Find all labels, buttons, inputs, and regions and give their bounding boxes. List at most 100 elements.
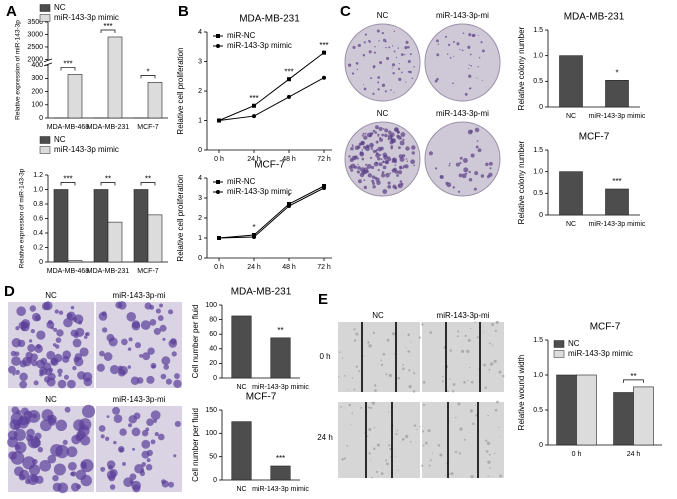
axis-break <box>44 60 52 65</box>
texture <box>343 375 346 377</box>
bar <box>559 55 583 108</box>
texture <box>459 161 462 165</box>
texture <box>350 146 354 151</box>
texture <box>109 484 116 490</box>
texture <box>458 452 462 455</box>
y-tick-label: 400 <box>31 62 43 69</box>
texture <box>387 130 392 135</box>
texture <box>67 461 77 471</box>
texture <box>139 470 146 477</box>
texture <box>338 376 340 378</box>
wound-image <box>338 402 420 478</box>
y-tick-label: 2 <box>198 215 202 222</box>
significance-bracket <box>623 379 644 383</box>
texture <box>360 140 365 146</box>
texture <box>459 48 461 51</box>
texture <box>452 82 454 85</box>
texture <box>161 479 166 485</box>
y-tick-label: 300 <box>31 75 43 82</box>
texture <box>361 134 364 137</box>
y-tick-label: 1.5 <box>533 337 543 344</box>
texture <box>407 333 411 337</box>
y-tick-label: 0 <box>539 442 543 449</box>
texture <box>141 462 147 467</box>
texture <box>127 423 133 428</box>
texture <box>368 134 372 138</box>
legend-label: miR-143-3p mimic <box>54 13 119 22</box>
texture <box>387 185 392 189</box>
texture <box>25 418 31 424</box>
texture <box>452 390 455 393</box>
legend-swatch <box>553 340 565 348</box>
texture <box>64 406 71 413</box>
texture <box>99 350 105 357</box>
texture <box>435 39 439 43</box>
texture <box>136 377 144 384</box>
texture <box>147 347 155 355</box>
texture <box>126 312 137 322</box>
texture <box>342 357 344 359</box>
texture <box>470 475 474 479</box>
texture <box>19 372 28 382</box>
texture <box>384 90 387 93</box>
x-tick-label: miR-143-3p mimic <box>589 221 646 228</box>
texture <box>57 482 69 494</box>
texture <box>372 92 375 96</box>
texture <box>19 380 28 389</box>
texture <box>356 170 361 174</box>
texture <box>364 33 367 36</box>
texture <box>55 419 68 432</box>
y-tick-label: 1.2 <box>33 172 43 179</box>
texture <box>362 54 366 57</box>
y-axis-label: Relative expression of miR-143-3p <box>15 20 22 120</box>
texture <box>134 342 142 349</box>
legend-swatch <box>553 350 565 358</box>
texture <box>351 412 354 414</box>
texture <box>57 379 67 389</box>
y-tick-label: 2000 <box>27 56 43 63</box>
texture <box>103 352 113 361</box>
texture <box>480 41 483 44</box>
texture <box>355 332 359 336</box>
y-tick-label: 1.5 <box>533 147 543 154</box>
dish-image <box>424 23 501 102</box>
texture <box>398 77 402 81</box>
legend-label: miR-143-3p mimic <box>227 187 292 196</box>
texture <box>382 38 386 42</box>
texture <box>465 172 468 175</box>
y-tick-label: 0 <box>539 212 543 219</box>
texture <box>387 138 390 141</box>
y-tick-label: 100 <box>31 102 43 109</box>
texture <box>372 129 376 133</box>
texture <box>363 355 365 357</box>
texture <box>368 39 370 42</box>
texture <box>461 349 465 353</box>
texture <box>106 415 110 419</box>
bar <box>231 315 252 379</box>
texture <box>359 143 362 145</box>
texture <box>36 330 46 340</box>
texture <box>150 439 156 445</box>
y-tick-label: 0.5 <box>533 190 543 197</box>
texture <box>37 446 44 453</box>
texture <box>470 153 475 158</box>
texture <box>478 34 480 37</box>
texture <box>159 324 167 332</box>
chart-title: MCF-7 <box>579 132 610 143</box>
x-tick-label: 48 h <box>282 156 296 163</box>
bar <box>270 337 291 379</box>
texture <box>386 56 390 60</box>
significance-bracket <box>140 75 156 79</box>
texture <box>474 127 480 133</box>
texture <box>131 321 141 331</box>
bar <box>107 36 123 119</box>
texture <box>468 64 470 66</box>
image-label: miR-143-3p-mi <box>436 109 489 118</box>
legend-swatch <box>39 136 51 144</box>
texture <box>394 186 398 190</box>
y-tick-label: 40 <box>209 346 217 353</box>
texture <box>397 170 403 175</box>
texture <box>425 441 428 445</box>
significance-bracket <box>100 29 116 33</box>
texture <box>461 173 467 179</box>
